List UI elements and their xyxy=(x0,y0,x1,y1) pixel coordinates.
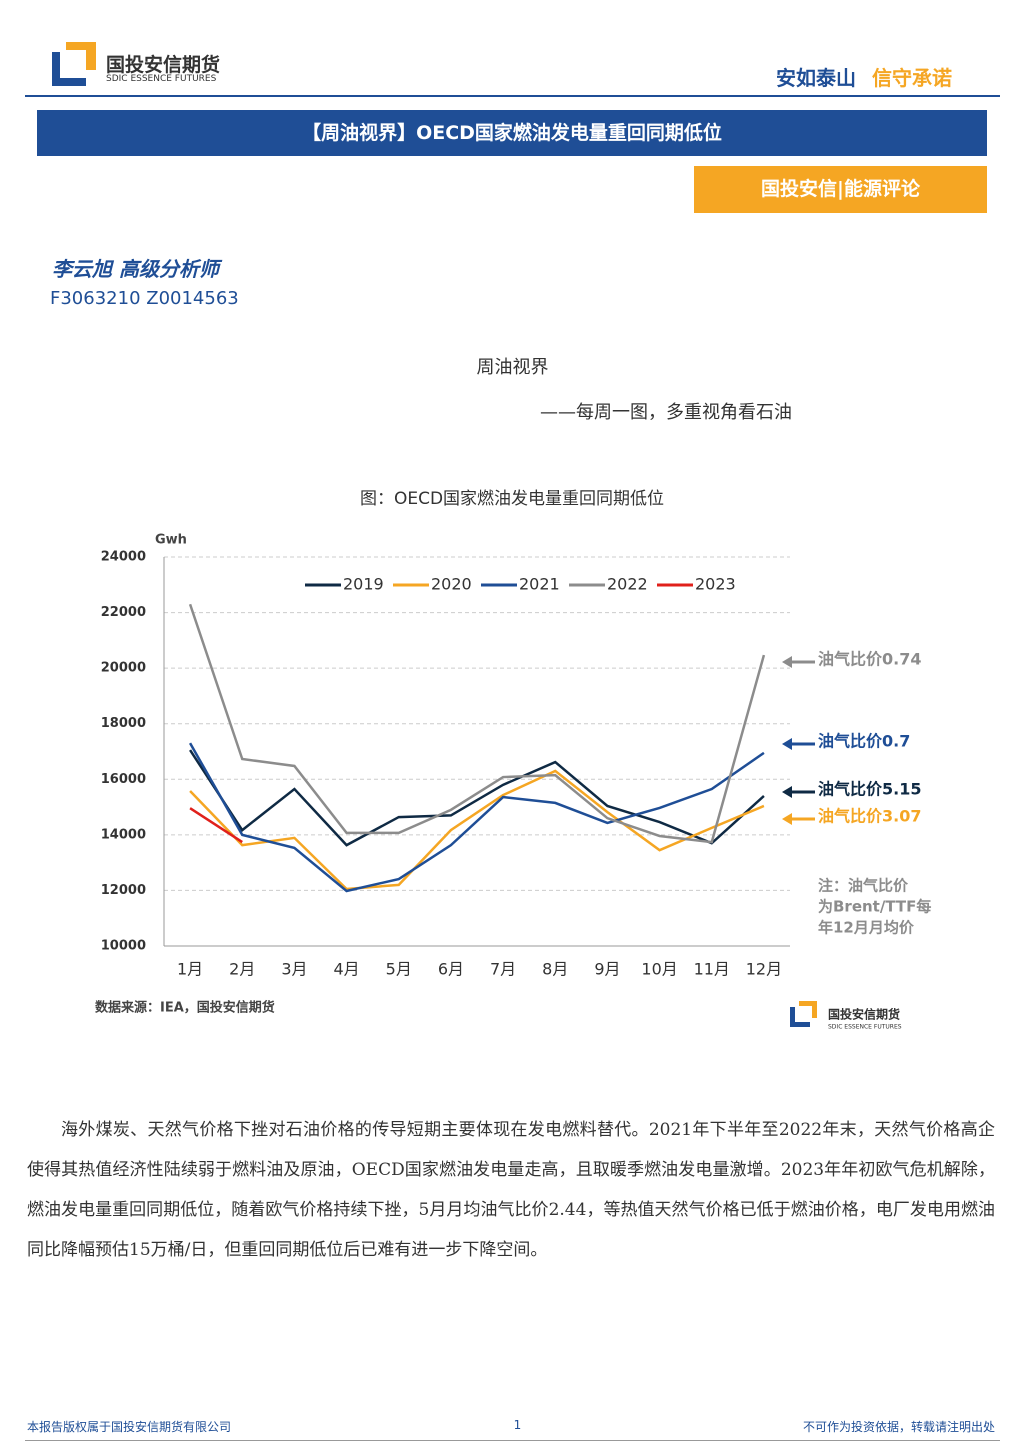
annotation-arrowhead xyxy=(782,738,792,750)
note: 为Brent/TTF每 xyxy=(818,898,931,916)
annotation-arrowhead xyxy=(782,786,792,798)
legend-label: 2022 xyxy=(607,575,648,594)
y-tick-label: 18000 xyxy=(101,716,146,731)
series-line xyxy=(188,742,765,893)
y-tick-label: 12000 xyxy=(101,883,146,898)
series-line xyxy=(189,749,765,847)
chart-title: 图：OECD国家燃油发电量重回同期低位 xyxy=(360,489,664,509)
x-tick-label: 12月 xyxy=(746,960,782,979)
x-tick-label: 10月 xyxy=(641,960,677,979)
x-tick-label: 6月 xyxy=(438,960,464,979)
x-tick-label: 4月 xyxy=(333,960,359,979)
chart: 图：OECD国家燃油发电量重回同期低位 Gwh 数据来源：IEA，国投安信期货 … xyxy=(95,489,931,1031)
series-line xyxy=(189,807,243,844)
series-line xyxy=(189,769,765,891)
author-ids: F3063210 Z0014563 xyxy=(50,288,239,309)
body-paragraph: 海外煤炭、天然气价格下挫对石油价格的传导短期主要体现在发电燃料替代。2021年下… xyxy=(27,1120,995,1260)
x-tick-label: 8月 xyxy=(542,960,568,979)
x-tick-label: 1月 xyxy=(177,960,203,979)
y-tick-label: 20000 xyxy=(101,661,146,676)
x-tick-label: 11月 xyxy=(694,960,730,979)
x-tick-label: 2月 xyxy=(229,960,255,979)
annotation: 油气比价0.7 xyxy=(818,732,910,751)
logo-icon xyxy=(52,42,96,86)
x-tick-label: 3月 xyxy=(281,960,307,979)
annotation-arrowhead xyxy=(782,813,792,825)
slogan-right: 信守承诺 xyxy=(872,66,952,90)
source: 数据来源：IEA，国投安信期货 xyxy=(95,1000,275,1016)
watermark-subtitle: SDIC ESSENCE FUTURES xyxy=(828,1024,902,1031)
legend-label: 2020 xyxy=(431,575,472,594)
legend-label: 2021 xyxy=(519,575,560,594)
logo-subtitle: SDIC ESSENCE FUTURES xyxy=(106,74,217,84)
footer-rule xyxy=(25,1440,1000,1441)
slogan-left: 安如泰山 xyxy=(776,66,856,90)
author-name: 李云旭 高级分析师 xyxy=(52,257,219,281)
annotation: 油气比价5.15 xyxy=(818,780,921,799)
x-tick-label: 7月 xyxy=(490,960,516,979)
y-tick-label: 16000 xyxy=(101,772,146,787)
y-tick-label: 14000 xyxy=(101,827,146,842)
logo-name: 国投安信期货 xyxy=(106,54,221,76)
header-rule xyxy=(25,95,1000,97)
note: 年12月月均价 xyxy=(818,919,915,937)
series-line xyxy=(188,603,766,844)
x-tick-label: 5月 xyxy=(386,960,412,979)
legend-label: 2023 xyxy=(695,575,736,594)
note: 注：油气比价 xyxy=(818,877,909,895)
y-tick-label: 24000 xyxy=(101,550,146,565)
series-subtitle: ——每周一图，多重视角看石油 xyxy=(540,402,792,423)
y-unit: Gwh xyxy=(155,533,187,548)
watermark-icon xyxy=(790,1001,817,1027)
x-tick-label: 9月 xyxy=(594,960,620,979)
annotation-arrowhead xyxy=(782,656,792,668)
watermark-name: 国投安信期货 xyxy=(828,1007,900,1022)
footer-left: 本报告版权属于国投安信期货有限公司 xyxy=(27,1420,232,1434)
annotation: 油气比价3.07 xyxy=(818,807,921,826)
y-tick-label: 10000 xyxy=(101,939,146,954)
y-tick-label: 22000 xyxy=(101,605,146,620)
footer-page: 1 xyxy=(513,1418,522,1432)
series-title: 周油视界 xyxy=(476,357,549,378)
legend-label: 2019 xyxy=(343,575,384,594)
column-tag: 国投安信|能源评论 xyxy=(694,166,987,213)
annotation: 油气比价0.74 xyxy=(818,650,921,669)
footer-right: 不可作为投资依据，转载请注明出处 xyxy=(802,1420,995,1434)
banner: 【周油视界】OECD国家燃油发电量重回同期低位 xyxy=(37,110,987,156)
